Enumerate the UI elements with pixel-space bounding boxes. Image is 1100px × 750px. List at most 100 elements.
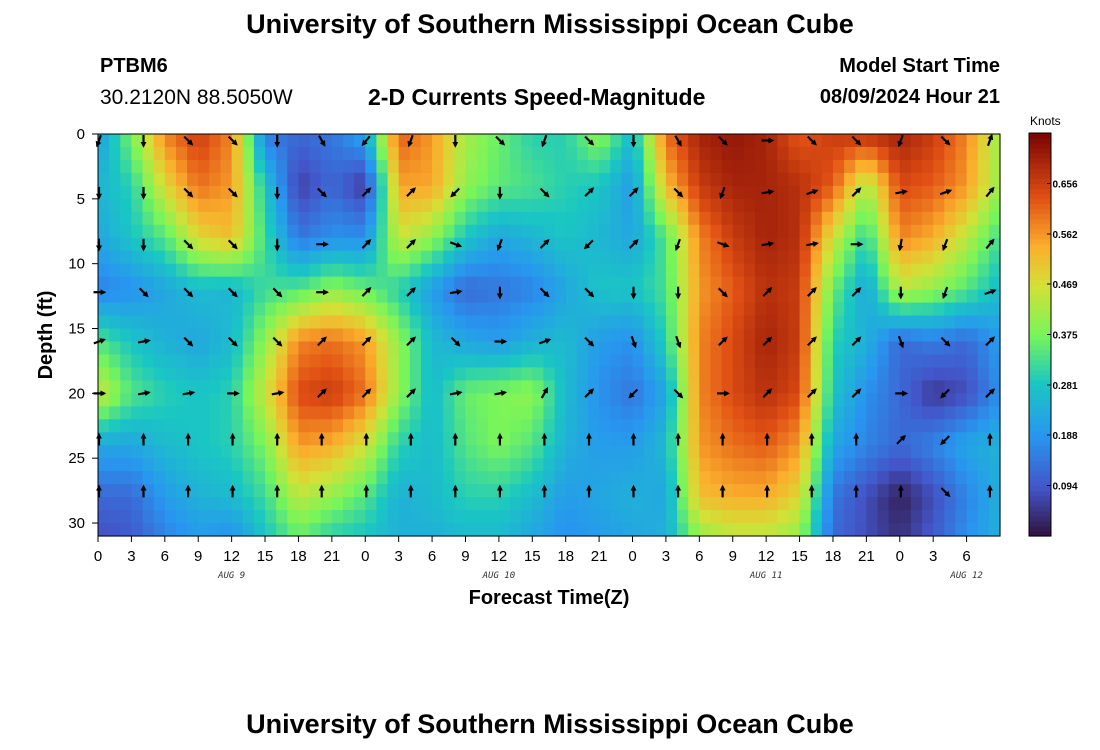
current-arrow: [985, 238, 995, 250]
heat-cell: [688, 471, 700, 485]
heat-cell: [153, 172, 166, 187]
heat-cell: [342, 432, 355, 446]
heat-cell: [387, 510, 400, 524]
heat-cell: [576, 185, 589, 200]
heat-cell: [565, 406, 578, 420]
heat-cell: [276, 380, 288, 394]
colorbar-label: Knots: [1030, 114, 1061, 128]
heat-cell: [498, 445, 511, 459]
heat-cell: [510, 237, 522, 252]
heat-cell: [832, 302, 845, 317]
heat-cell: [487, 406, 500, 420]
heat-cell: [443, 354, 455, 369]
colorbar-segment: [1029, 233, 1051, 240]
heat-cell: [309, 497, 322, 511]
heat-cell: [365, 328, 377, 343]
x-tick-label: 15: [791, 548, 808, 565]
heat-cell: [832, 510, 845, 524]
heat-cell: [610, 276, 622, 291]
heat-cell: [777, 406, 790, 420]
heat-cell: [342, 393, 355, 407]
heat-cell: [844, 380, 856, 394]
colorbar-segment: [1029, 329, 1051, 336]
heat-cell: [654, 172, 667, 187]
heat-cell: [398, 263, 411, 278]
heat-cell: [521, 419, 533, 433]
heat-cell: [209, 172, 222, 187]
heat-cell: [654, 198, 667, 213]
heat-cell: [532, 341, 545, 356]
heat-cell: [175, 471, 188, 485]
heat-cell: [777, 419, 790, 433]
heat-cell: [632, 471, 645, 485]
heat-cell: [465, 497, 478, 511]
colorbar-segment: [1029, 183, 1051, 190]
heat-cell: [922, 510, 934, 524]
current-arrow: [897, 238, 904, 252]
heat-cell: [766, 380, 778, 394]
heat-cell: [420, 354, 433, 369]
heat-cell: [576, 237, 589, 252]
heat-cell: [376, 250, 389, 265]
heat-cell: [187, 497, 199, 511]
heat-cell: [654, 289, 667, 304]
heat-cell: [743, 471, 756, 485]
heat-cell: [554, 445, 567, 459]
colorbar-segment: [1029, 319, 1051, 326]
heat-cell: [454, 328, 467, 343]
heat-cell: [309, 159, 322, 174]
heat-cell: [109, 510, 121, 524]
heat-cell: [988, 380, 1001, 394]
heat-cell: [988, 432, 1001, 446]
heat-cell: [420, 393, 433, 407]
y-tick-label: 10: [68, 256, 85, 273]
heat-cell: [420, 471, 433, 485]
heat-cell: [743, 289, 756, 304]
heat-cell: [688, 328, 700, 343]
heat-cell: [677, 172, 689, 187]
heat-cell: [187, 510, 199, 524]
heat-cell: [432, 328, 444, 343]
heat-cell: [320, 458, 333, 472]
heat-cell: [743, 419, 756, 433]
heat-cell: [710, 134, 723, 148]
heat-cell: [554, 224, 567, 239]
heat-cell: [565, 146, 578, 161]
heat-cell: [443, 250, 455, 265]
heat-cell: [476, 445, 489, 459]
heat-cell: [977, 380, 990, 394]
heat-cell: [432, 380, 444, 394]
heat-cell: [844, 497, 856, 511]
heat-cell: [955, 380, 968, 394]
heat-cell: [621, 497, 634, 511]
heat-cell: [365, 250, 377, 265]
heat-cell: [665, 211, 678, 226]
heat-cell: [621, 172, 634, 187]
current-arrow: [761, 189, 775, 196]
heat-cell: [420, 250, 433, 265]
heat-cell: [498, 250, 511, 265]
heat-cell: [777, 134, 790, 148]
heat-cell: [855, 458, 867, 472]
heat-cell: [866, 276, 879, 291]
heat-cell: [309, 289, 322, 304]
heat-cell: [142, 432, 155, 446]
heat-cell: [376, 237, 389, 252]
colorbar-segment: [1029, 505, 1051, 512]
heat-cell: [632, 198, 645, 213]
heat-cell: [643, 315, 656, 330]
colorbar-segment: [1029, 133, 1051, 139]
heat-cell: [242, 328, 255, 343]
heat-cell: [855, 302, 867, 317]
heat-cell: [510, 263, 522, 278]
heat-cell: [432, 471, 444, 485]
current-arrow: [227, 187, 238, 198]
heat-cell: [454, 380, 467, 394]
heat-cell: [610, 315, 622, 330]
heat-cell: [198, 211, 210, 226]
heat-cell: [409, 198, 422, 213]
heat-cell: [175, 393, 188, 407]
heat-cell: [432, 393, 444, 407]
heat-cell: [910, 134, 923, 148]
heat-cell: [944, 302, 957, 317]
